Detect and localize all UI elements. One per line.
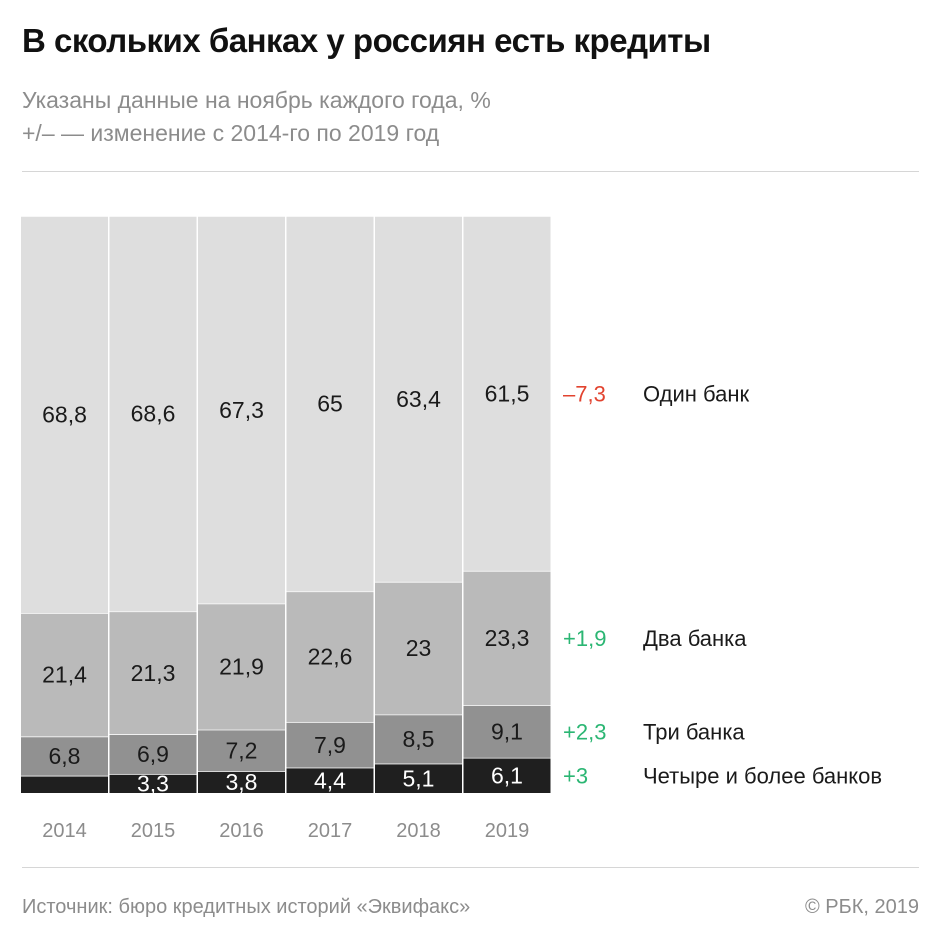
bar-segment-2019-1 [463,705,551,758]
bar-segment-2014-1 [21,736,108,776]
bar-segment-2014-2 [21,612,108,737]
chart-subtitle: Указаны данные на ноябрь каждого года, %… [22,84,922,150]
change-value-3: –7,3 [563,381,606,406]
change-value-0: +3 [563,763,588,788]
copyright: © РБК, 2019 [804,896,919,918]
data-label-2017-1: 7,9 [314,732,346,758]
change-value-1: +2,3 [563,720,606,745]
bar-segment-2016-0 [198,771,285,793]
bar-segment-2014-3 [21,216,108,613]
x-tick-label-2015: 2015 [131,820,176,842]
bar-segment-2014-0 [21,775,108,793]
bar-segment-2019-3 [463,216,551,571]
data-label-2019-3: 61,5 [485,380,530,406]
bar-segment-2017-1 [286,721,374,768]
bar-segment-2017-3 [286,216,374,592]
data-label-2019-2: 23,3 [485,625,530,651]
bar-segment-2019-0 [463,757,551,793]
data-label-2014-2: 21,4 [42,662,87,688]
x-tick-label-2017: 2017 [308,820,353,842]
data-label-2017-0: 4,4 [314,767,346,793]
subtitle-line-1: Указаны данные на ноябрь каждого года, % [22,87,491,113]
data-label-2018-0: 5,1 [403,765,435,791]
data-label-2016-3: 67,3 [219,397,264,423]
bar-segment-2018-3 [375,216,462,582]
bar-segment-2016-2 [198,603,285,730]
legend-label-3: Один банк [643,381,749,406]
change-value-2: +1,9 [563,626,606,651]
bar-segment-2015-0 [109,773,197,793]
x-tick-label-2018: 2018 [396,820,441,842]
bar-segment-2015-3 [109,216,197,612]
legend-label-0: Четыре и более банков [643,763,882,788]
bar-segment-2015-2 [109,611,197,735]
footer-divider [22,867,919,868]
bar-segment-2015-1 [109,734,197,774]
x-tick-label-2016: 2016 [219,820,264,842]
legend-label-1: Три банка [643,720,745,745]
data-label-2015-3: 68,6 [131,401,176,427]
x-tick-label-2014: 2014 [42,820,87,842]
data-label-2016-2: 21,9 [219,654,264,680]
stacked-bar-chart: 6,8 21,4 68,8 2014 3,3 6,9 21,3 68,6 2015 3,8 7,2 2… [21,215,882,842]
data-label-2018-3: 63,4 [396,386,441,412]
bar-segment-2018-0 [375,763,462,793]
data-label-2014-1: 6,8 [49,743,81,769]
data-label-2015-2: 21,3 [131,660,176,686]
header-divider [22,171,919,172]
bar-segment-2016-1 [198,729,285,772]
chart-title: В скольких банках у россиян есть кредиты [22,22,711,59]
data-label-2015-1: 6,9 [137,741,169,767]
source-note: Источник: бюро кредитных историй «Эквифа… [22,896,471,918]
bar-segment-2017-0 [286,767,374,793]
data-label-2015-0: 3,3 [137,770,169,796]
data-label-2014-3: 68,8 [42,401,87,427]
data-label-2018-2: 23 [406,635,432,661]
data-label-2017-3: 65 [317,391,343,417]
data-label-2019-0: 6,1 [491,762,523,788]
bar-segment-2016-3 [198,216,285,604]
data-label-2019-1: 9,1 [491,719,523,745]
x-tick-label-2019: 2019 [485,820,530,842]
data-label-2016-0: 3,8 [226,769,258,795]
subtitle-line-2: +/– — изменение с 2014-го по 2019 год [22,120,440,146]
data-label-2016-1: 7,2 [226,737,258,763]
data-label-2017-2: 22,6 [308,644,353,670]
bar-segment-2018-1 [375,714,462,764]
bar-segment-2019-2 [463,570,551,706]
data-label-2018-1: 8,5 [403,726,435,752]
bar-segment-2018-2 [375,581,462,715]
bar-segment-2017-2 [286,591,374,722]
legend-label-2: Два банка [643,626,747,651]
